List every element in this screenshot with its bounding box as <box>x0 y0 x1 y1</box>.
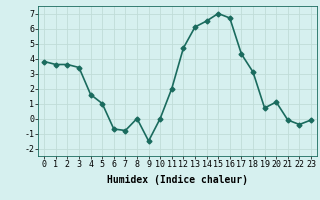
X-axis label: Humidex (Indice chaleur): Humidex (Indice chaleur) <box>107 175 248 185</box>
